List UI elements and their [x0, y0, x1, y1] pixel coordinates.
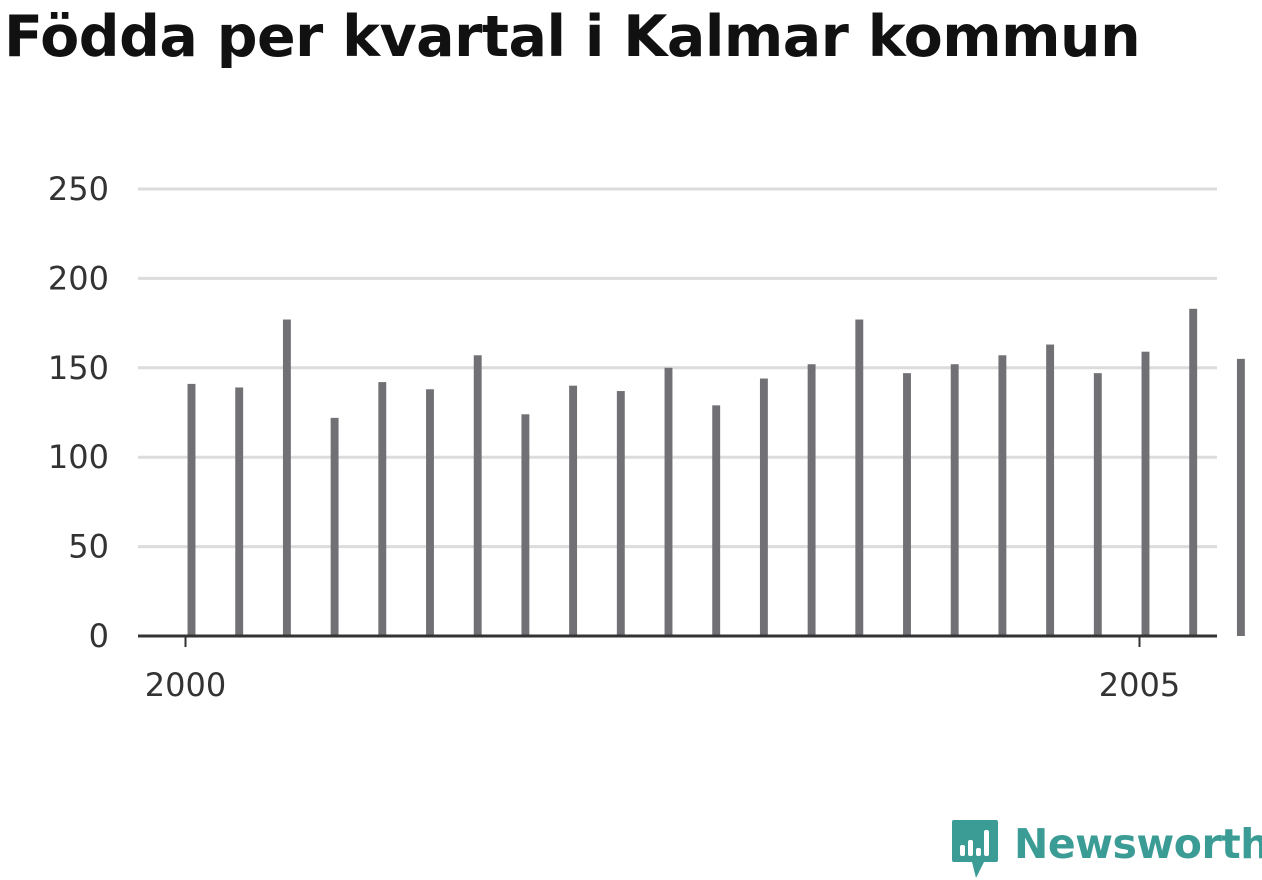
bar: [378, 382, 386, 636]
bar: [474, 355, 482, 636]
y-tick-label: 250: [48, 170, 109, 208]
bar: [1189, 309, 1197, 636]
bar: [1094, 373, 1102, 636]
x-tick-label: 2005: [1099, 666, 1180, 704]
newsworthy-logo-icon: [950, 818, 1000, 880]
y-tick-label: 0: [89, 617, 109, 655]
y-tick-label: 50: [68, 528, 109, 566]
bar: [1142, 352, 1150, 636]
bar: [617, 391, 625, 636]
bar: [331, 418, 339, 636]
newsworthy-logo-text: Newsworthy: [1014, 820, 1262, 868]
bar: [712, 405, 720, 636]
y-tick-label: 200: [48, 259, 109, 297]
bar: [283, 320, 291, 636]
bar: [951, 364, 959, 636]
bar: [855, 320, 863, 636]
gridlines: [138, 189, 1217, 547]
y-tick-label: 100: [48, 438, 109, 476]
x-tick-label: 2000: [145, 666, 226, 704]
bar: [426, 389, 434, 636]
y-tick-label: 150: [48, 349, 109, 387]
newsworthy-logo[interactable]: Newsworthy: [950, 818, 1262, 880]
bar: [1046, 345, 1054, 636]
bar: [1237, 359, 1245, 636]
x-axis-labels: 200020052010201520202025: [145, 666, 1262, 704]
y-axis-labels: 0 50 100 150 200 250: [48, 170, 109, 655]
bar: [665, 368, 673, 636]
bar: [569, 386, 577, 636]
bar: [235, 387, 243, 636]
bar: [808, 364, 816, 636]
bar: [521, 414, 529, 636]
bar: [188, 384, 196, 636]
bar: [760, 379, 768, 636]
bar: [998, 355, 1006, 636]
bar: [903, 373, 911, 636]
x-axis-ticks: [186, 636, 1262, 647]
